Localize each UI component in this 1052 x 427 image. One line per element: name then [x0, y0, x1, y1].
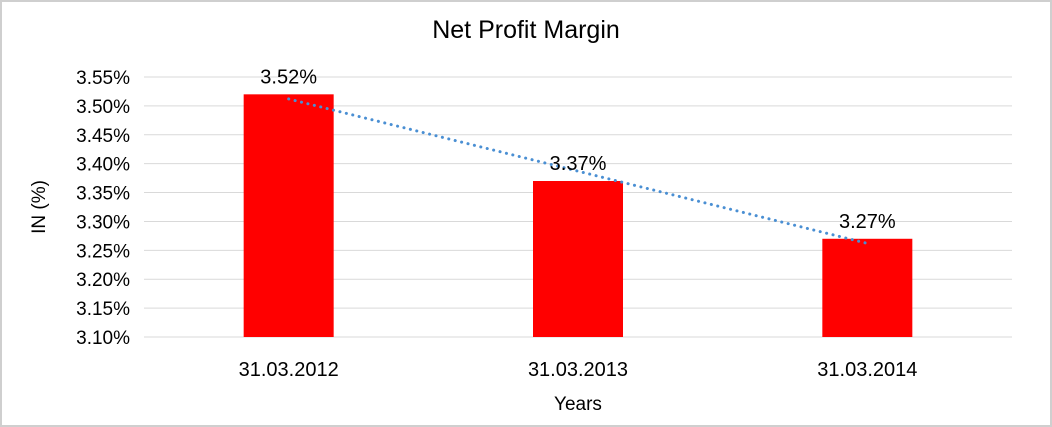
y-tick-label: 3.35%	[76, 184, 130, 205]
y-tick-label: 3.25%	[76, 241, 130, 262]
y-tick-label: 3.50%	[76, 97, 130, 118]
bar	[533, 181, 623, 337]
y-tick-label: 3.40%	[76, 155, 130, 176]
chart-title: Net Profit Margin	[432, 16, 620, 44]
bar	[822, 238, 913, 337]
y-tick-label: 3.55%	[76, 68, 130, 89]
x-category-label: 31.03.2012	[239, 359, 339, 381]
y-tick-label: 3.10%	[76, 328, 130, 349]
x-category-label: 31.03.2014	[817, 359, 917, 381]
bar-data-label: 3.27%	[839, 211, 896, 233]
trendline	[287, 97, 869, 245]
x-category-label: 31.03.2013	[528, 359, 628, 381]
y-tick-label: 3.45%	[76, 126, 130, 147]
bar-data-label: 3.52%	[260, 66, 317, 88]
y-tick-label: 3.15%	[76, 299, 130, 320]
y-tick-label: 3.20%	[76, 270, 130, 291]
x-axis-title: Years	[554, 394, 602, 415]
y-tick-label: 3.30%	[76, 212, 130, 233]
bar-data-label: 3.37%	[550, 153, 607, 175]
bar	[243, 94, 334, 337]
